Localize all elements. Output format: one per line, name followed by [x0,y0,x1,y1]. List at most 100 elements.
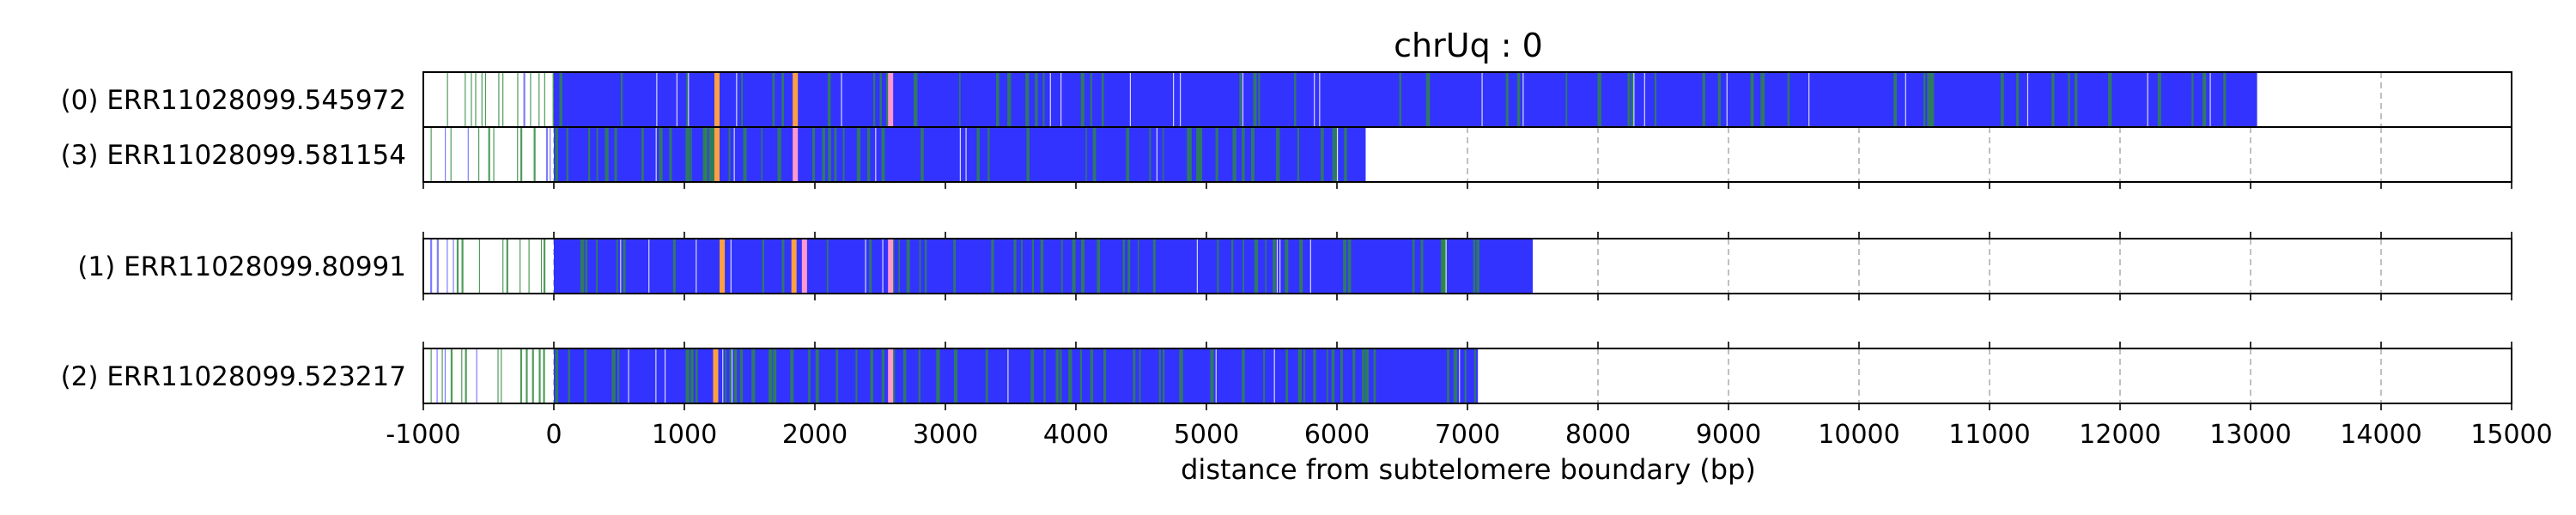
read-tracks: (0) ERR11028099.545972 (3) ERR11028099.58… [61,71,2512,410]
variant-stripe [1334,127,1339,182]
variant-stripe [1297,127,1300,182]
variant-stripe [1133,348,1136,403]
variant-stripe [777,127,781,182]
variant-stripe [842,127,845,182]
read-track: (3) ERR11028099.581154 [61,126,2512,189]
variant-stripe [855,348,858,403]
variant-stripe [827,72,831,127]
variant-stripe [702,127,707,182]
read-label: (3) ERR11028099.581154 [61,140,406,171]
variant-stripe [1092,127,1097,182]
gap-stripe [1336,127,1339,182]
variant-stripe [1294,72,1297,127]
variant-stripe [781,239,785,294]
variant-stripe [559,72,562,127]
gap-stripe [1242,72,1244,127]
variant-stripe [1152,239,1156,294]
variant-stripe [1210,348,1214,403]
variant-stripe [772,72,775,127]
variant-stripe [1035,72,1038,127]
variant-stripe [1068,348,1072,403]
variant-stripe [584,348,587,403]
variant-stripe [866,127,871,182]
variant-stripe [685,348,690,403]
gap-stripe [1319,72,1321,127]
variant-stripe [918,348,921,403]
pink-marker [888,239,894,294]
variant-stripe [1158,348,1161,403]
variant-stripe [1263,348,1266,403]
variant-stripe [1352,348,1356,403]
gap-stripe [1633,72,1635,127]
variant-stripe [1343,239,1346,294]
read-group-2: (2) ERR11028099.523217 [61,342,2512,410]
variant-stripe [1101,72,1104,127]
variant-stripe [1654,72,1657,127]
variant-stripe [919,239,921,294]
variant-stripe [1327,348,1328,403]
variant-stripe [1188,127,1192,182]
variant-stripe [686,127,690,182]
variant-stripe [1025,72,1030,127]
variant-stripe [773,348,777,403]
variant-stripe [741,72,744,127]
orange-marker [714,72,720,127]
x-tick-label: 4000 [1043,420,1109,450]
variant-stripe [872,72,876,127]
pink-marker [801,239,807,294]
variant-stripe [1232,127,1235,182]
variant-stripe [1927,72,1931,127]
x-tick-label: 3000 [913,420,978,450]
variant-stripe [769,348,773,403]
variant-stripe [1231,239,1234,294]
variant-stripe [623,239,626,294]
x-tick-label: 11000 [1948,420,2030,450]
gap-stripe [1726,72,1728,127]
variant-stripe [762,239,764,294]
variant-stripe [1627,72,1631,127]
gap-stripe [648,239,650,294]
gap-stripe [655,348,657,403]
variant-stripe [672,239,676,294]
variant-stripe [617,348,620,403]
variant-stripe [2051,72,2055,127]
variant-stripe [924,239,927,294]
x-tick-label: 8000 [1565,420,1631,450]
variant-stripe [1752,72,1754,127]
orange-marker [720,239,726,294]
variant-stripe [1760,72,1762,127]
variant-stripe [1362,348,1365,403]
gap-stripe [875,127,877,182]
gap-stripe [965,127,967,182]
variant-stripe [1254,239,1259,294]
gap-stripe [2209,72,2211,127]
variant-stripe [1285,348,1289,403]
variant-stripe [1055,348,1060,403]
variant-stripe [1090,348,1094,403]
telomere-block [554,72,2257,127]
variant-stripe [1139,348,1141,403]
variant-stripe [605,127,609,182]
variant-stripe [585,239,588,294]
x-tick-label: 12000 [2079,420,2160,450]
variant-stripe [587,127,591,182]
variant-stripe [2223,72,2227,127]
pink-marker [888,72,894,127]
variant-stripe [781,72,785,127]
variant-stripe [953,348,958,403]
x-tick-label: 1000 [652,420,717,450]
variant-stripe [913,72,918,127]
orange-marker [793,72,799,127]
gap-stripe [722,348,724,403]
variant-stripe [976,127,980,182]
variant-stripe [686,72,689,127]
variant-stripe [1127,239,1131,294]
variant-stripe [580,239,585,294]
variant-stripe [614,127,617,182]
variant-stripe [669,127,672,182]
x-tick-label: 6000 [1304,420,1370,450]
variant-stripe [906,239,910,294]
gap-stripe [882,239,884,294]
variant-stripe [885,72,889,127]
x-axis-title: distance from subtelomere boundary (bp) [1181,453,1756,486]
